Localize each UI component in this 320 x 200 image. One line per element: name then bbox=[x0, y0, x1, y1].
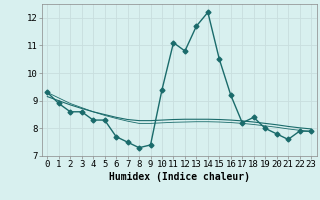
X-axis label: Humidex (Indice chaleur): Humidex (Indice chaleur) bbox=[109, 172, 250, 182]
